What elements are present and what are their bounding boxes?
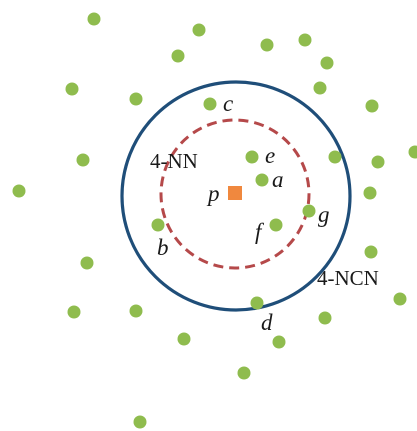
data-point [298, 33, 312, 47]
data-point [177, 332, 191, 346]
data-point [133, 415, 147, 429]
data-point [272, 335, 286, 349]
label-e: e [265, 143, 275, 168]
data-points [12, 12, 417, 429]
data-point [408, 145, 417, 159]
data-point [129, 304, 143, 318]
point-f [269, 218, 283, 232]
point-g [302, 204, 316, 218]
data-point [365, 99, 379, 113]
data-point [320, 56, 334, 70]
data-point [364, 245, 378, 259]
data-point [171, 49, 185, 63]
data-point [80, 256, 94, 270]
label-p: p [206, 181, 220, 206]
data-point [129, 92, 143, 106]
data-point [260, 38, 274, 52]
label-a: a [272, 167, 284, 192]
data-point [393, 292, 407, 306]
point-e2 [328, 150, 342, 164]
label-f: f [255, 219, 265, 244]
data-point [76, 153, 90, 167]
label-b: b [157, 235, 169, 260]
data-point [313, 81, 327, 95]
label-4-ncn: 4-NCN [317, 266, 379, 290]
point-d [250, 296, 264, 310]
ncn-boundary-circle [120, 80, 352, 312]
point-e [245, 150, 259, 164]
data-point [65, 82, 79, 96]
data-point [371, 155, 385, 169]
data-point [12, 184, 26, 198]
data-point [192, 23, 206, 37]
label-d: d [261, 310, 273, 335]
label-c: c [223, 91, 233, 116]
data-point [67, 305, 81, 319]
data-point [363, 186, 377, 200]
query-point-p [228, 186, 242, 200]
data-point [318, 311, 332, 325]
data-point [237, 366, 251, 380]
point-b [151, 218, 165, 232]
label-4-nn: 4-NN [150, 149, 198, 173]
data-point [87, 12, 101, 26]
nn-boundary-circle [159, 118, 311, 270]
point-a [255, 173, 269, 187]
point-c [203, 97, 217, 111]
label-g: g [318, 202, 330, 227]
